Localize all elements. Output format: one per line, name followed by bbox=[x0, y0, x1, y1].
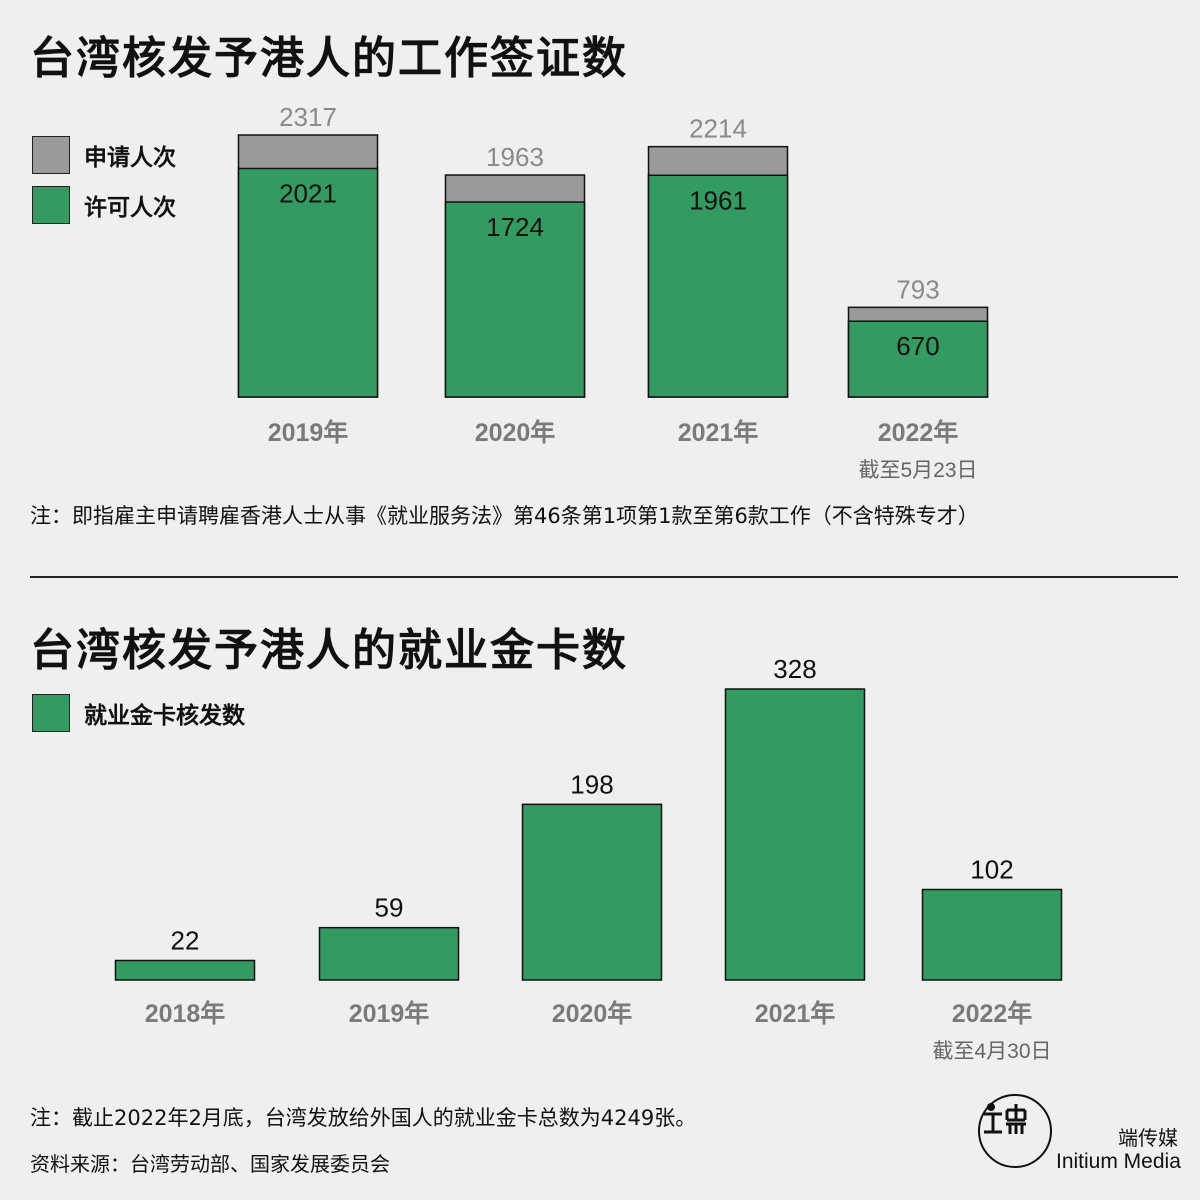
x-tick-label: 2021年 bbox=[755, 999, 836, 1028]
source-note: 资料来源：台湾劳动部、国家发展委员会 bbox=[30, 1152, 390, 1176]
chart2-title: 台湾核发予港人的就业金卡数 bbox=[30, 625, 628, 676]
data-label-approvals: 1961 bbox=[689, 185, 747, 215]
x-tick-label: 2019年 bbox=[349, 999, 430, 1028]
bar-gold-card bbox=[921, 888, 1063, 981]
bar-gold-card bbox=[724, 688, 866, 981]
data-label-applications: 2317 bbox=[279, 102, 337, 132]
logo-text-en: Initium Media bbox=[1056, 1150, 1181, 1173]
legend-swatch-applications bbox=[32, 136, 70, 174]
legend-swatch-approvals bbox=[32, 186, 70, 224]
chart2-legend: 就业金卡核发数 bbox=[32, 694, 245, 732]
x-tick-label: 2022年 bbox=[952, 999, 1033, 1028]
x-tick-sublabel: 截至5月23日 bbox=[858, 459, 977, 482]
data-label-applications: 1963 bbox=[486, 142, 544, 172]
data-label-gold-card: 102 bbox=[970, 855, 1013, 885]
section-divider bbox=[30, 576, 1178, 578]
data-label-gold-card: 328 bbox=[773, 654, 816, 684]
bar-gold-card bbox=[521, 803, 663, 981]
bar-approvals bbox=[237, 167, 379, 398]
x-tick-sublabel: 截至4月30日 bbox=[932, 1040, 1051, 1063]
bar-approvals bbox=[444, 201, 586, 398]
bar-approvals bbox=[847, 320, 989, 398]
legend-label-approvals: 许可人次 bbox=[84, 195, 176, 221]
chart1-legend: 申请人次 许可人次 bbox=[32, 136, 176, 224]
data-label-gold-card: 22 bbox=[171, 925, 200, 955]
initium-logo-icon bbox=[978, 1094, 1052, 1168]
legend-item-gold-card: 就业金卡核发数 bbox=[32, 694, 245, 732]
bar-gold-card bbox=[318, 926, 460, 981]
legend-item-applications: 申请人次 bbox=[32, 136, 176, 174]
x-tick-label: 2022年 bbox=[878, 418, 959, 447]
bar-approvals bbox=[647, 174, 789, 398]
x-tick-label: 2021年 bbox=[678, 418, 759, 447]
x-tick-label: 2020年 bbox=[475, 418, 556, 447]
chart1-title: 台湾核发予港人的工作签证数 bbox=[30, 33, 628, 84]
chart2-plot: 22 2018年 59 2019年 198 2020年 328 2021年 102 2022年截至… bbox=[114, 654, 1063, 1063]
legend-item-approvals: 许可人次 bbox=[32, 186, 176, 224]
logo-text-cn: 端传媒 bbox=[1118, 1126, 1178, 1150]
data-label-applications: 2214 bbox=[689, 114, 747, 144]
legend-label-gold-card: 就业金卡核发数 bbox=[84, 703, 245, 729]
data-label-approvals: 2021 bbox=[279, 178, 337, 208]
data-label-approvals: 1724 bbox=[486, 212, 544, 242]
x-tick-label: 2018年 bbox=[145, 999, 226, 1028]
data-label-applications: 793 bbox=[896, 274, 939, 304]
x-tick-label: 2019年 bbox=[268, 418, 349, 447]
bar-gold-card bbox=[114, 959, 256, 981]
x-tick-label: 2020年 bbox=[552, 999, 633, 1028]
legend-label-applications: 申请人次 bbox=[84, 145, 176, 171]
chart1-note: 注：即指雇主申请聘雇香港人士从事《就业服务法》第46条第1项第1款至第6款工作（… bbox=[30, 504, 979, 528]
data-label-gold-card: 198 bbox=[570, 769, 613, 799]
data-label-approvals: 670 bbox=[896, 331, 939, 361]
chart1-plot: 2317 2021 2019年 1963 1724 2020年 2214 1961 2021年 7… bbox=[237, 102, 989, 482]
footer-note: 注：截止2022年2月底，台湾发放给外国人的就业金卡总数为4249张。 bbox=[30, 1106, 697, 1130]
legend-swatch-gold-card bbox=[32, 694, 70, 732]
logo-glyph-icon bbox=[984, 1103, 1027, 1134]
data-label-gold-card: 59 bbox=[375, 893, 404, 923]
